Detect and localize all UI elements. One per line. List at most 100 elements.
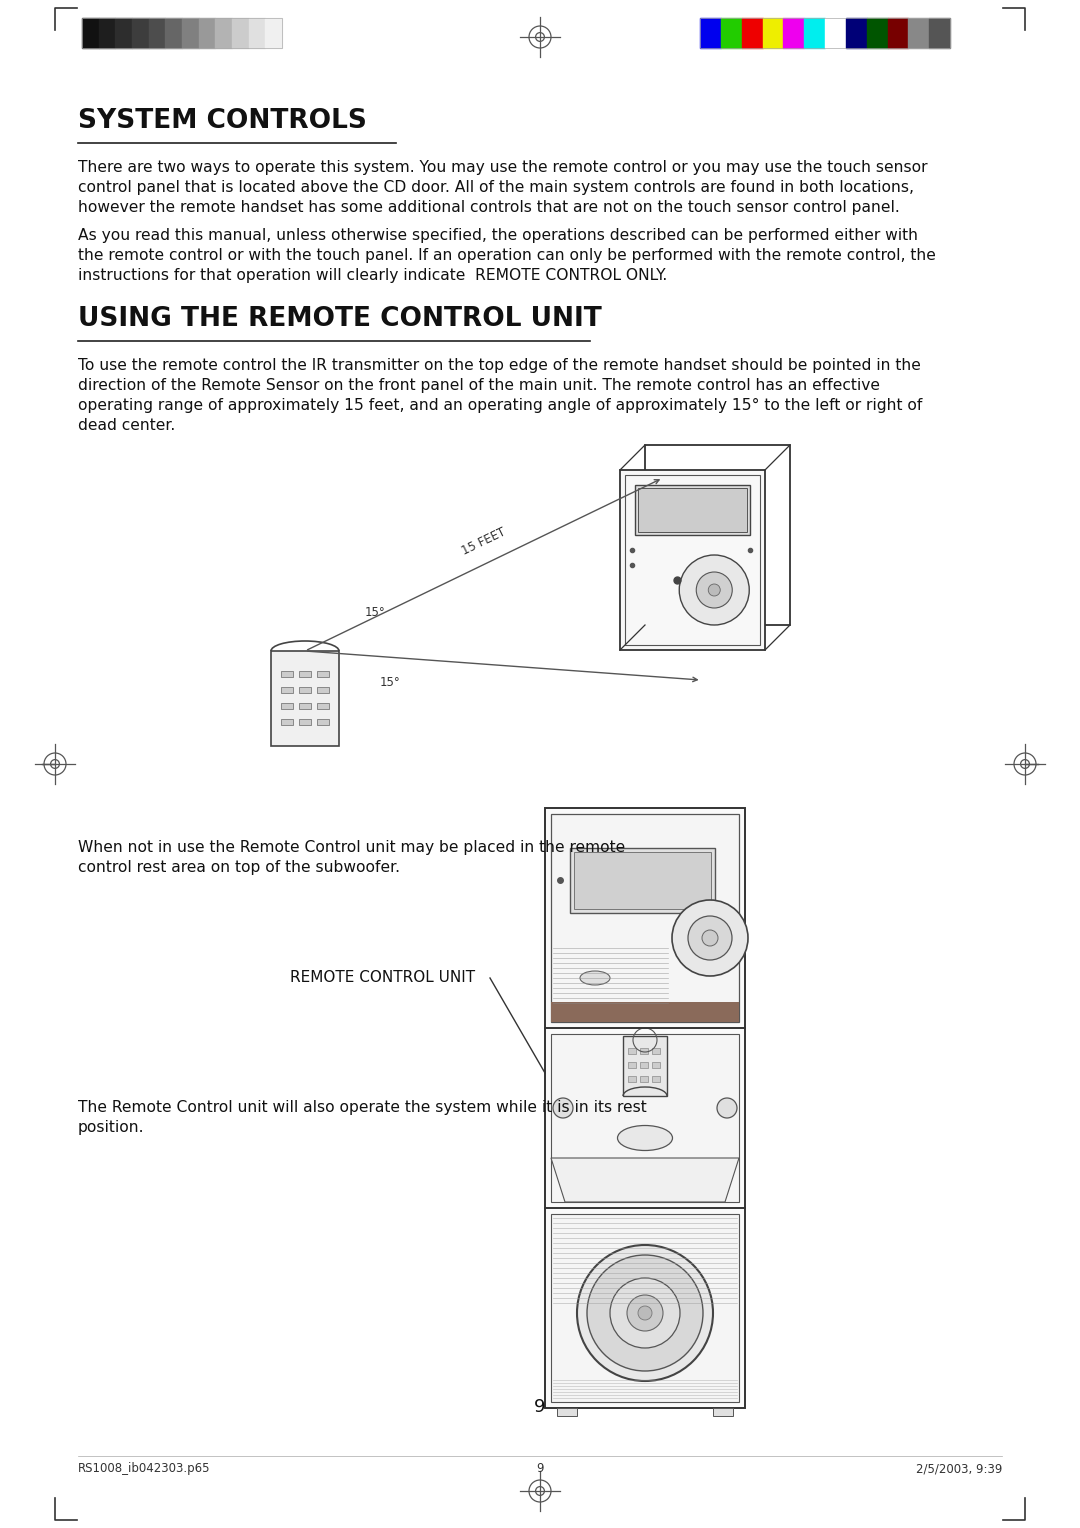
Bar — [116, 18, 132, 47]
Text: There are two ways to operate this system. You may use the remote control or you: There are two ways to operate this syste… — [78, 160, 928, 176]
Bar — [165, 18, 183, 47]
Bar — [299, 671, 311, 677]
Bar — [720, 18, 742, 47]
Bar — [846, 18, 866, 47]
Bar — [149, 18, 165, 47]
Bar — [640, 1076, 648, 1082]
Bar — [640, 1062, 648, 1068]
Bar — [638, 487, 747, 532]
Text: To use the remote control the IR transmitter on the top edge of the remote hands: To use the remote control the IR transmi… — [78, 358, 921, 373]
Text: the remote control or with the touch panel. If an operation can only be performe: the remote control or with the touch pan… — [78, 248, 936, 263]
Bar — [281, 671, 293, 677]
Bar — [625, 475, 760, 645]
Circle shape — [717, 1099, 737, 1118]
Bar — [627, 1062, 636, 1068]
Bar — [318, 720, 329, 724]
Bar — [551, 1002, 739, 1022]
Text: control rest area on top of the subwoofer.: control rest area on top of the subwoofe… — [78, 860, 400, 876]
Bar — [318, 688, 329, 694]
Bar — [640, 1048, 648, 1054]
Bar — [573, 853, 711, 909]
Text: As you read this manual, unless otherwise specified, the operations described ca: As you read this manual, unless otherwis… — [78, 228, 918, 243]
Text: direction of the Remote Sensor on the front panel of the main unit. The remote c: direction of the Remote Sensor on the fr… — [78, 377, 880, 393]
Bar — [929, 18, 950, 47]
Bar — [299, 720, 311, 724]
Text: 9: 9 — [537, 1462, 543, 1475]
Text: REMOTE CONTROL UNIT: REMOTE CONTROL UNIT — [291, 970, 475, 986]
Text: USING THE REMOTE CONTROL UNIT: USING THE REMOTE CONTROL UNIT — [78, 306, 602, 332]
Bar — [82, 18, 98, 47]
Bar — [318, 671, 329, 677]
Bar — [805, 18, 825, 47]
Text: dead center.: dead center. — [78, 419, 175, 432]
Bar — [557, 1407, 577, 1416]
Text: 15°: 15° — [365, 607, 386, 619]
Polygon shape — [551, 1158, 739, 1203]
Circle shape — [702, 931, 718, 946]
Bar — [82, 18, 282, 47]
Bar — [700, 18, 950, 47]
Bar — [299, 688, 311, 694]
Bar — [248, 18, 266, 47]
Text: The Remote Control unit will also operate the system while it is in its rest: The Remote Control unit will also operat… — [78, 1100, 647, 1115]
Bar — [545, 808, 745, 1407]
Circle shape — [627, 1296, 663, 1331]
Bar — [762, 18, 783, 47]
Circle shape — [610, 1277, 680, 1348]
Bar — [199, 18, 215, 47]
Text: RS1008_ib042303.p65: RS1008_ib042303.p65 — [78, 1462, 211, 1475]
Bar — [98, 18, 116, 47]
Bar — [299, 703, 311, 709]
Bar — [232, 18, 248, 47]
Bar — [783, 18, 805, 47]
Bar — [183, 18, 199, 47]
Circle shape — [588, 1254, 703, 1371]
Ellipse shape — [580, 970, 610, 986]
Circle shape — [708, 584, 720, 596]
Bar — [652, 1076, 660, 1082]
Bar — [620, 471, 765, 649]
Text: operating range of approximately 15 feet, and an operating angle of approximatel: operating range of approximately 15 feet… — [78, 397, 922, 413]
Bar — [266, 18, 282, 47]
Bar — [713, 1407, 733, 1416]
Bar — [551, 1215, 739, 1403]
Bar — [742, 18, 762, 47]
Bar — [866, 18, 888, 47]
Bar — [652, 1062, 660, 1068]
Text: control panel that is located above the CD door. All of the main system controls: control panel that is located above the … — [78, 180, 914, 196]
Bar — [700, 18, 720, 47]
Text: however the remote handset has some additional controls that are not on the touc: however the remote handset has some addi… — [78, 200, 900, 215]
Bar — [627, 1048, 636, 1054]
Bar — [281, 720, 293, 724]
Bar — [281, 703, 293, 709]
Text: instructions for that operation will clearly indicate  REMOTE CONTROL ONLY.: instructions for that operation will cle… — [78, 267, 667, 283]
Bar — [908, 18, 929, 47]
Circle shape — [697, 571, 732, 608]
Bar — [281, 688, 293, 694]
Text: 15°: 15° — [380, 675, 401, 689]
Text: SYSTEM CONTROLS: SYSTEM CONTROLS — [78, 108, 367, 134]
Bar — [551, 814, 739, 1022]
Bar — [623, 1036, 667, 1096]
Bar — [825, 18, 846, 47]
Text: 2/5/2003, 9:39: 2/5/2003, 9:39 — [916, 1462, 1002, 1475]
Text: position.: position. — [78, 1120, 145, 1135]
Circle shape — [672, 900, 748, 976]
Circle shape — [577, 1245, 713, 1381]
Circle shape — [553, 1099, 573, 1118]
Circle shape — [679, 555, 750, 625]
Bar — [132, 18, 149, 47]
Bar — [635, 484, 750, 535]
Bar — [627, 1076, 636, 1082]
Circle shape — [688, 915, 732, 960]
Bar — [652, 1048, 660, 1054]
Bar — [551, 1034, 739, 1203]
Bar — [271, 651, 339, 746]
Bar — [318, 703, 329, 709]
Circle shape — [638, 1306, 652, 1320]
Text: When not in use the Remote Control unit may be placed in the remote: When not in use the Remote Control unit … — [78, 840, 625, 856]
Ellipse shape — [618, 1126, 673, 1151]
Text: 9: 9 — [535, 1398, 545, 1416]
Bar — [215, 18, 232, 47]
Bar — [570, 848, 715, 914]
